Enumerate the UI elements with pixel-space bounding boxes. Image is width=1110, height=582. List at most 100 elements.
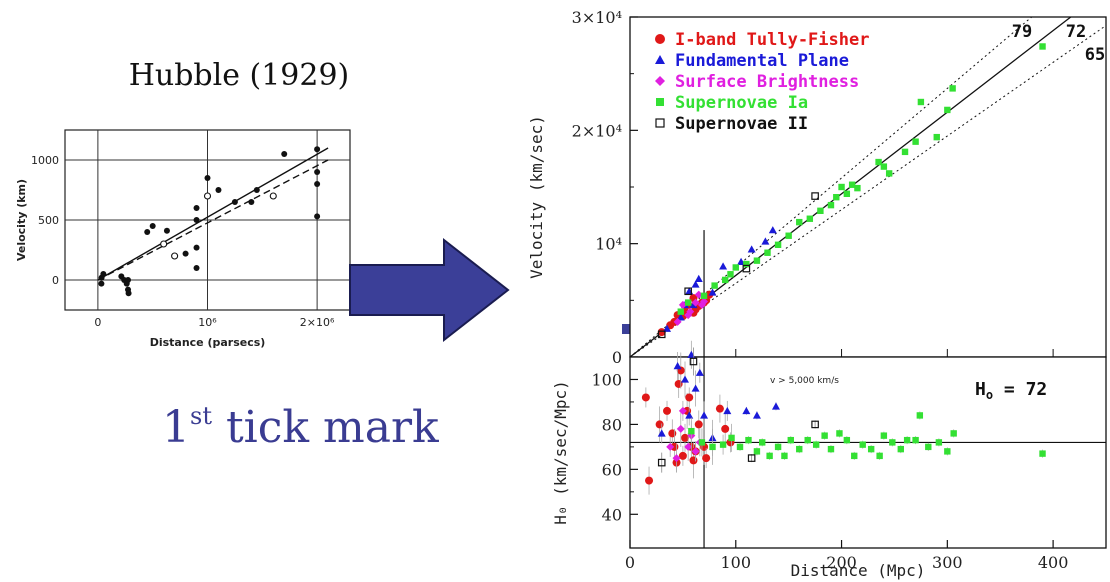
hubble-point xyxy=(204,175,211,181)
h0-point xyxy=(747,454,756,462)
h0-point xyxy=(752,411,761,419)
h0-point xyxy=(691,384,700,392)
h0-point xyxy=(876,452,883,460)
velocity-point xyxy=(684,287,692,296)
h0-point xyxy=(925,443,932,451)
h0-point xyxy=(685,411,694,419)
h0-point xyxy=(781,452,788,460)
h0-point xyxy=(702,454,711,463)
h0-point xyxy=(821,432,828,439)
hubble-point xyxy=(193,265,200,271)
velocity-point xyxy=(676,313,685,321)
velocity-point xyxy=(854,184,861,192)
hubble-title: Hubble (1929) xyxy=(129,58,350,93)
h0-point xyxy=(851,452,858,460)
h0-point xyxy=(721,424,730,433)
hubble-open-point xyxy=(160,240,168,248)
legend-label: Fundamental Plane xyxy=(675,51,849,71)
legend-marker xyxy=(655,55,665,64)
hubble-point xyxy=(314,146,321,153)
hubble-x-axis-label: Distance (parsecs) xyxy=(150,336,266,349)
h0-point xyxy=(678,451,687,460)
caption-superscript: st xyxy=(190,402,212,430)
velocity-point xyxy=(768,226,777,234)
velocity-point xyxy=(727,271,734,278)
velocity-point xyxy=(694,290,703,299)
h0-point xyxy=(663,406,672,415)
h0-point xyxy=(742,406,751,415)
h0-point xyxy=(684,442,693,451)
hubble-x-tick-label: 2×10⁶ xyxy=(300,316,335,329)
velocity-y-tick-label: 10⁴ xyxy=(595,235,622,254)
velocity-point xyxy=(885,170,893,177)
h0-point xyxy=(811,420,819,429)
hubble-point xyxy=(314,181,321,187)
h0-x-tick-label: 0 xyxy=(625,553,635,572)
h0-point xyxy=(766,452,773,460)
velocity-point xyxy=(663,324,672,332)
right-arrow-icon xyxy=(349,237,510,343)
hubble-point xyxy=(248,199,255,205)
h0-point xyxy=(655,420,664,429)
hubble-open-point xyxy=(171,252,179,260)
h0-y-tick-label: 60 xyxy=(602,460,622,479)
caption-text: 1st tick mark xyxy=(162,402,439,453)
velocity-point xyxy=(1039,43,1046,50)
h0-point xyxy=(728,434,735,442)
h0-point xyxy=(681,375,690,383)
velocity-line-label: 72 xyxy=(1066,22,1086,42)
velocity-point xyxy=(732,264,739,271)
velocity-point xyxy=(708,288,717,296)
h0-point xyxy=(668,429,677,438)
velocity-point xyxy=(700,292,708,299)
velocity-point xyxy=(691,298,700,307)
h0-point xyxy=(836,430,843,437)
legend-marker xyxy=(655,118,665,128)
velocity-point xyxy=(817,207,824,214)
hubble-point xyxy=(314,213,321,220)
velocity-point xyxy=(722,276,729,284)
h0-x-tick-label: 100 xyxy=(721,553,752,572)
h0-point xyxy=(745,436,752,444)
velocity-point xyxy=(833,194,840,201)
hubble-point xyxy=(163,227,170,234)
velocity-point xyxy=(694,274,703,282)
velocity-point xyxy=(673,317,682,326)
hubble-x-tick-label: 0 xyxy=(94,316,101,329)
hubble-y-tick-label: 500 xyxy=(38,214,59,227)
velocity-line-label: 65 xyxy=(1085,45,1105,65)
h0-y-tick-label: 40 xyxy=(602,505,622,524)
velocity-point xyxy=(677,308,684,315)
velocity-point xyxy=(838,183,845,191)
h0-point xyxy=(715,404,724,413)
h0-point xyxy=(787,436,794,444)
h0-symbol: H xyxy=(975,379,986,400)
h0-point xyxy=(753,448,761,455)
h0-point xyxy=(666,442,675,451)
velocity-point xyxy=(944,106,951,114)
velocity-point xyxy=(949,85,956,92)
h0-y-axis-label: H₀ (km/sec/Mpc) xyxy=(551,380,570,525)
velocity-point xyxy=(753,257,761,264)
hubble-point xyxy=(231,199,238,205)
velocity-point xyxy=(761,237,770,245)
h0-point xyxy=(657,429,666,437)
hubble-point xyxy=(100,271,107,277)
velocity-point xyxy=(880,163,888,170)
h0-y-tick-label: 100 xyxy=(591,370,622,389)
velocity-y-axis-label: Velocity (km/sec) xyxy=(527,115,546,279)
legend-label: I-band Tully-Fisher xyxy=(675,30,869,50)
velocity-point xyxy=(875,158,882,166)
h0-value-label: Ho = 72 xyxy=(975,379,1047,402)
h0-point xyxy=(673,361,682,370)
h0-equals-value: = 72 xyxy=(993,379,1047,400)
h0-x-tick-label: 200 xyxy=(826,553,857,572)
hubble-y-tick-label: 0 xyxy=(52,274,59,287)
h0-point xyxy=(641,393,650,402)
h0-point xyxy=(1039,450,1046,457)
hubble-point xyxy=(215,187,222,193)
h0-point xyxy=(827,445,835,453)
h0-point xyxy=(657,458,666,467)
velocity-point xyxy=(811,192,819,200)
hubble-point xyxy=(149,223,156,229)
